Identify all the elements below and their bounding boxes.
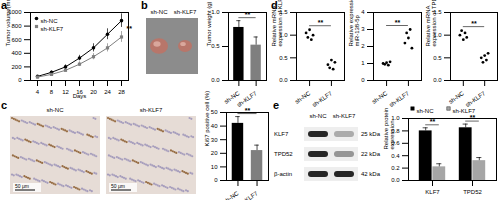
svg-text:Relative mRNAexpression of TPD: Relative mRNAexpression of TPD52 [425,0,437,47]
svg-text:sh-KLF7: sh-KLF7 [140,107,163,113]
svg-text:**: ** [127,25,133,32]
svg-text:24: 24 [104,89,111,95]
svg-text:TPD52: TPD52 [463,189,482,195]
svg-text:40: 40 [211,123,218,129]
svg-text:**: ** [245,107,251,114]
svg-text:25 kDa: 25 kDa [361,131,381,137]
svg-text:Tumor weight (g): Tumor weight (g) [206,1,212,46]
svg-text:600: 600 [11,37,22,43]
svg-text:Relative expression ofmiR-138-: Relative expression ofmiR-138-5p [348,0,360,47]
svg-text:sh-NC: sh-NC [46,107,64,113]
svg-text:sh-KLF7: sh-KLF7 [174,9,197,15]
svg-text:KLF7: KLF7 [274,131,289,137]
svg-text:42 kDa: 42 kDa [361,171,381,177]
svg-text:0.5: 0.5 [433,55,442,61]
svg-text:sh-KLF7: sh-KLF7 [236,90,259,108]
svg-text:400: 400 [11,50,22,56]
svg-text:sh-NC: sh-NC [150,9,168,15]
svg-text:0.2: 0.2 [391,165,400,171]
svg-text:Days: Days [73,93,87,99]
svg-text:50 μm: 50 μm [15,183,29,189]
svg-text:Relative proteinexpression: Relative proteinexpression [383,108,395,150]
svg-text:1: 1 [361,60,365,66]
svg-text:0.0: 0.0 [391,177,400,183]
svg-text:sh-KLF7: sh-KLF7 [388,90,411,108]
svg-text:0.5: 0.5 [279,55,288,61]
svg-text:0.5: 0.5 [211,43,220,49]
svg-text:28: 28 [118,89,125,95]
svg-text:sh-KLF7: sh-KLF7 [237,190,260,200]
svg-text:8: 8 [50,89,54,95]
svg-text:0.4: 0.4 [391,153,400,159]
svg-text:22 kDa: 22 kDa [361,151,381,157]
svg-text:20: 20 [90,89,97,95]
svg-text:**: ** [470,114,476,121]
svg-text:KLF7: KLF7 [425,189,440,195]
svg-text:sh-KLF7: sh-KLF7 [464,90,487,108]
svg-text:200: 200 [11,64,22,70]
svg-text:β-actin: β-actin [274,171,292,177]
svg-text:**: ** [395,19,401,26]
svg-text:**: ** [471,20,477,27]
svg-text:30: 30 [211,137,218,143]
svg-text:Relative mRNAexpression of KLF: Relative mRNAexpression of KLF7 [271,0,283,47]
svg-text:**: ** [245,11,251,18]
svg-text:50 μm: 50 μm [111,183,125,189]
svg-text:800: 800 [11,23,22,29]
svg-text:4: 4 [36,89,40,95]
svg-text:20: 20 [211,150,218,156]
svg-text:sh-NC: sh-NC [222,190,240,200]
svg-text:sh-NC: sh-NC [309,113,327,119]
svg-text:12: 12 [62,89,69,95]
svg-text:**: ** [318,19,324,26]
svg-text:2: 2 [361,43,365,49]
svg-text:50: 50 [211,109,218,115]
svg-text:0: 0 [18,77,22,83]
svg-text:1.0: 1.0 [211,9,220,15]
svg-text:Ki67 positive cell (%): Ki67 positive cell (%) [204,91,210,147]
svg-text:0: 0 [214,177,218,183]
svg-text:4: 4 [361,9,365,15]
svg-text:0: 0 [361,77,365,83]
svg-text:sh-KLF7: sh-KLF7 [41,26,64,32]
svg-text:sh-NC: sh-NC [417,108,435,114]
svg-text:sh-NC: sh-NC [41,18,59,24]
svg-text:0.0: 0.0 [211,77,220,83]
svg-text:3: 3 [361,26,365,32]
svg-text:0.0: 0.0 [279,77,288,83]
svg-text:**: ** [430,118,436,125]
svg-text:10: 10 [211,164,218,170]
svg-text:sh-KLF7: sh-KLF7 [333,113,356,119]
svg-text:sh-KLF7: sh-KLF7 [453,108,476,114]
svg-text:sh-NC: sh-NC [371,90,389,105]
svg-text:TPD52: TPD52 [274,151,293,157]
svg-text:sh-KLF7: sh-KLF7 [311,90,334,108]
svg-text:0.0: 0.0 [433,77,442,83]
svg-text:sh-NC: sh-NC [448,90,466,105]
svg-text:sh-NC: sh-NC [294,90,312,105]
